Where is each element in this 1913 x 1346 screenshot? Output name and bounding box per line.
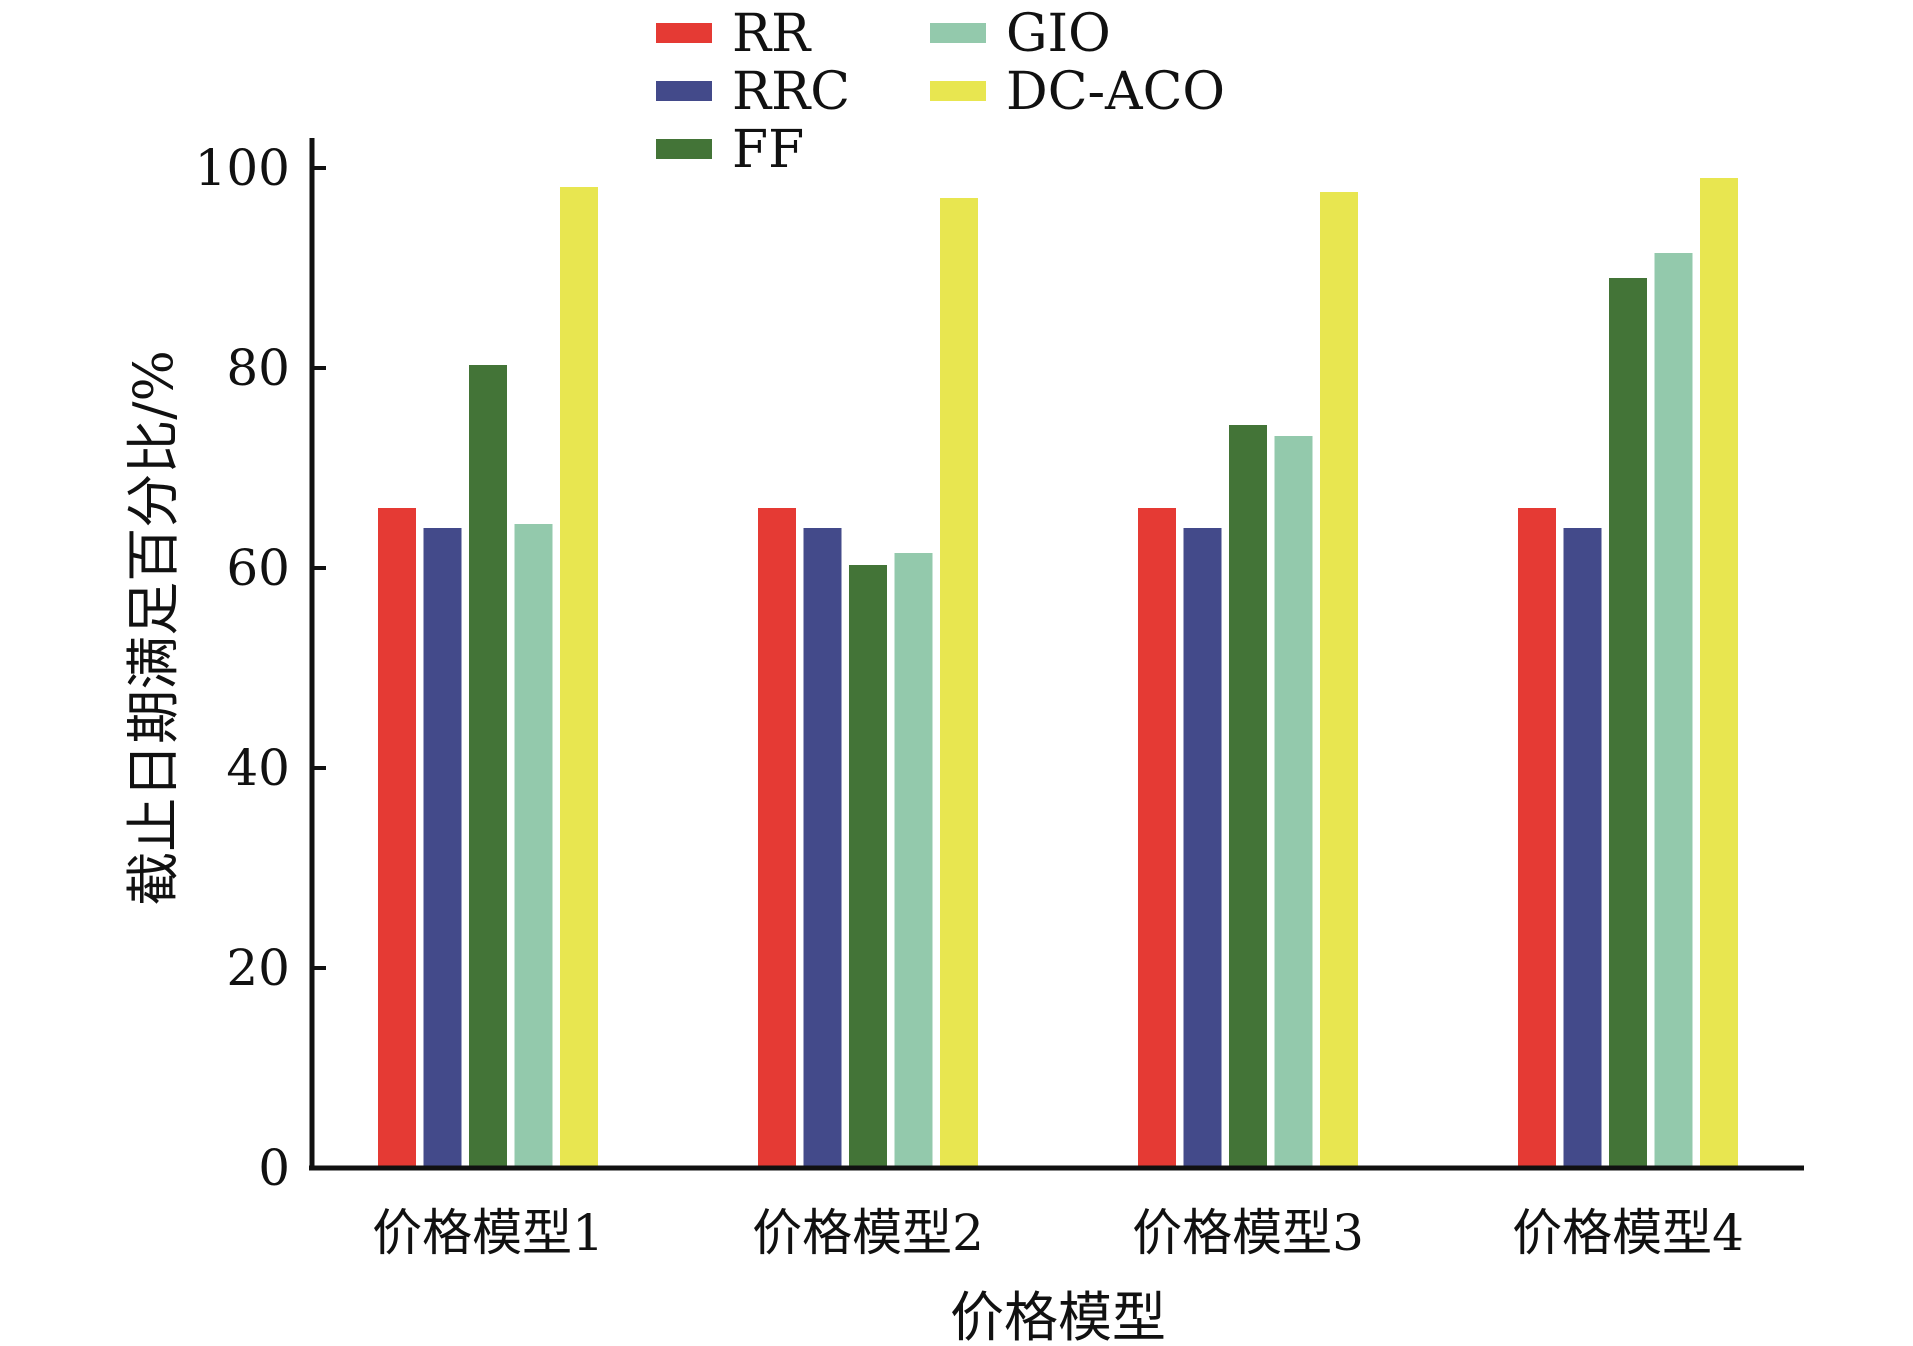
x-tick-label: 价格模型1: [372, 1204, 604, 1262]
x-tick-label: 价格模型3: [1132, 1204, 1364, 1262]
axes-layer: [309, 138, 1804, 1171]
bar-ff-4: [1609, 278, 1647, 1168]
y-tick-label: 80: [226, 339, 290, 397]
y-tick-label: 20: [226, 939, 290, 997]
x-tick-label: 价格模型2: [752, 1204, 984, 1262]
bar-ff-2: [849, 565, 887, 1168]
x-tick-labels: 价格模型1 价格模型2 价格模型3 价格模型4: [372, 1204, 1744, 1262]
y-ticks: 0 20 40 60 80 100: [195, 139, 326, 1197]
x-axis-title: 价格模型: [950, 1286, 1166, 1346]
x-tick-label: 价格模型4: [1512, 1204, 1744, 1262]
bar-rrc-4: [1563, 528, 1602, 1168]
bar-dc-aco-1: [560, 187, 598, 1168]
bar-ff-1: [469, 365, 507, 1168]
legend-swatch-gio: [930, 23, 986, 43]
legend-label-rr: RR: [732, 4, 812, 64]
legend-label-dc-aco: DC-ACO: [1006, 62, 1225, 122]
bar-dc-aco-4: [1700, 178, 1738, 1168]
bar-dc-aco-2: [940, 198, 978, 1168]
y-tick-label: 0: [258, 1139, 290, 1197]
legend-swatch-dc-aco: [930, 81, 986, 101]
bar-ff-3: [1229, 425, 1267, 1168]
y-tick-label: 40: [226, 739, 290, 797]
bar-gio-2: [894, 553, 933, 1168]
legend-label-gio: GIO: [1006, 4, 1111, 64]
bar-rrc-2: [803, 528, 842, 1168]
bar-rr-2: [758, 508, 796, 1168]
bars-layer: [378, 178, 1738, 1168]
bar-gio-4: [1654, 253, 1693, 1168]
bar-rrc-3: [1183, 528, 1222, 1168]
legend-label-ff: FF: [732, 120, 804, 180]
bar-rrc-1: [423, 528, 462, 1168]
bar-rr-1: [378, 508, 416, 1168]
bar-gio-3: [1274, 436, 1313, 1168]
bar-gio-1: [514, 524, 553, 1168]
bar-rr-4: [1518, 508, 1556, 1168]
legend-swatch-ff: [656, 139, 712, 159]
y-tick-label: 60: [226, 539, 290, 597]
legend-swatch-rr: [656, 23, 712, 43]
bar-rr-3: [1138, 508, 1176, 1168]
legend-swatch-rrc: [656, 81, 712, 101]
y-tick-label: 100: [195, 139, 290, 197]
legend-label-rrc: RRC: [732, 62, 850, 122]
y-axis-title: 截止日期满足百分比/%: [122, 350, 185, 906]
bar-dc-aco-3: [1320, 192, 1358, 1168]
